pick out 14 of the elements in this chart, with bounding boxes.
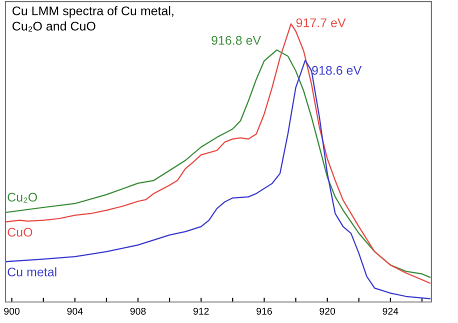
series-label: Cu₂O (8, 192, 38, 203)
series-label: CuO (8, 228, 32, 237)
annotation: 917.7 eV (296, 18, 346, 28)
x-tick-label: 904 (67, 308, 83, 315)
series-label: Cu metal (8, 267, 56, 276)
x-tick-label: 924 (382, 308, 398, 315)
x-tick-label: 912 (193, 308, 209, 315)
annotation: 916.8 eV (212, 36, 262, 45)
x-tick-label: 908 (130, 308, 146, 315)
x-tick-label: 920 (320, 308, 336, 315)
annotation: 918.6 eV (312, 66, 362, 75)
x-tick-label: 916 (256, 308, 272, 315)
chart-title: Cu LMM spectra of Cu metal, Cu₂O and CuO (12, 6, 174, 32)
x-tick-label: 900 (4, 308, 20, 315)
